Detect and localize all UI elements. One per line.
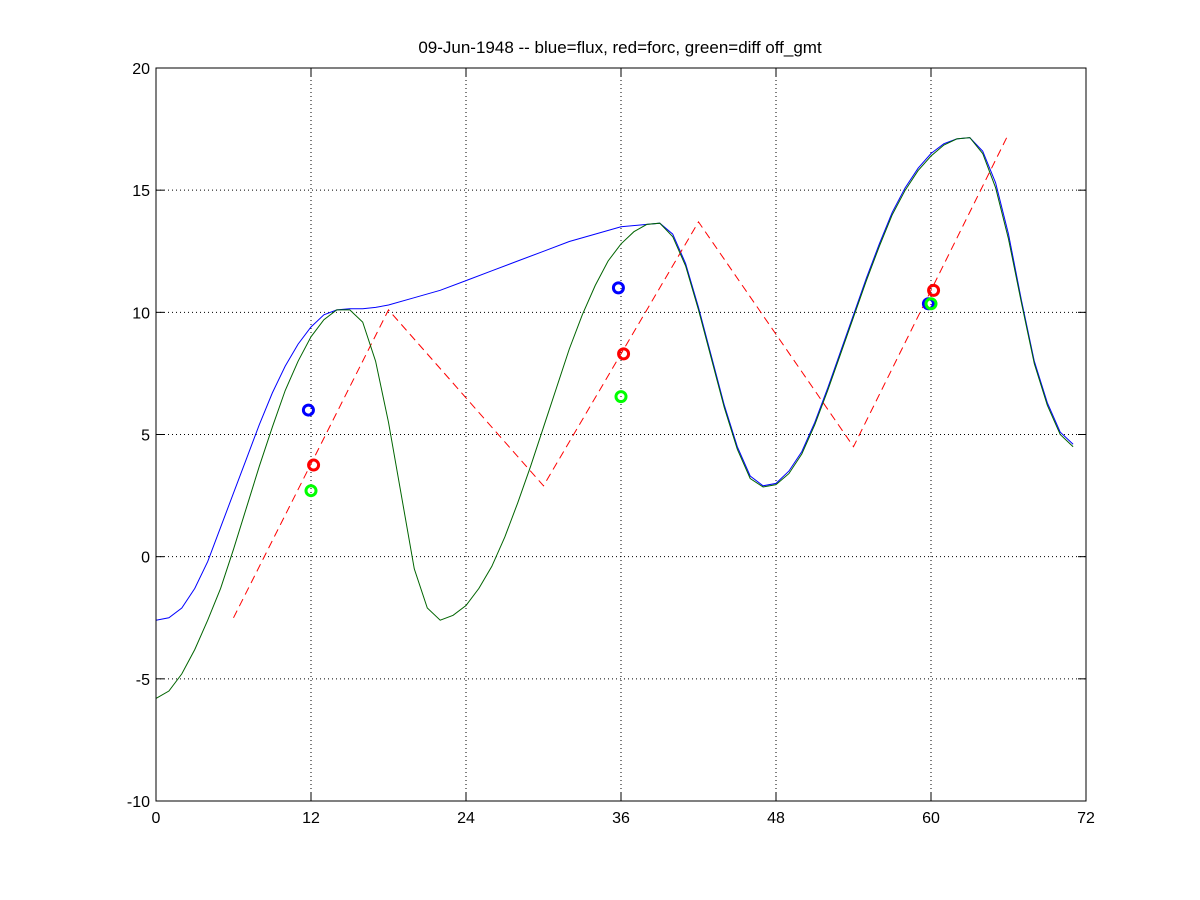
marker-point-8 (924, 297, 938, 311)
axis-ticks: 0 12 24 36 48 60 72 -10 -5 0 5 10 15 20 (127, 61, 1095, 827)
marker-point-3 (611, 281, 625, 295)
data-series (155, 133, 1074, 699)
marker-point-0 (301, 403, 315, 417)
y-tick-label: 15 (132, 183, 150, 200)
y-tick-label: 5 (141, 428, 150, 445)
chart-title: 09-Jun-1948 -- blue=flux, red=forc, gree… (418, 38, 822, 57)
series-line-2 (155, 137, 1074, 699)
y-tick-label: 10 (132, 305, 150, 322)
grid-lines (156, 68, 1086, 801)
marker-point-2 (304, 484, 318, 498)
y-tick-label: -10 (127, 794, 150, 811)
y-tick-label: -5 (136, 672, 150, 689)
marker-point-5 (614, 390, 628, 404)
marker-point-7 (927, 283, 941, 297)
series-line-0 (155, 137, 1074, 621)
x-tick-label: 36 (612, 810, 630, 827)
x-tick-label: 72 (1077, 810, 1095, 827)
x-tick-label: 24 (457, 810, 475, 827)
plot-frame (155, 67, 1087, 802)
y-tick-label: 0 (141, 550, 150, 567)
marker-point-1 (307, 458, 321, 472)
marker-point-4 (617, 347, 631, 361)
x-tick-label: 60 (922, 810, 940, 827)
series-line-1 (233, 133, 1009, 619)
x-tick-label: 48 (767, 810, 785, 827)
x-tick-label: 0 (152, 810, 161, 827)
x-tick-label: 12 (302, 810, 320, 827)
data-markers (301, 281, 941, 498)
y-tick-label: 20 (132, 61, 150, 78)
